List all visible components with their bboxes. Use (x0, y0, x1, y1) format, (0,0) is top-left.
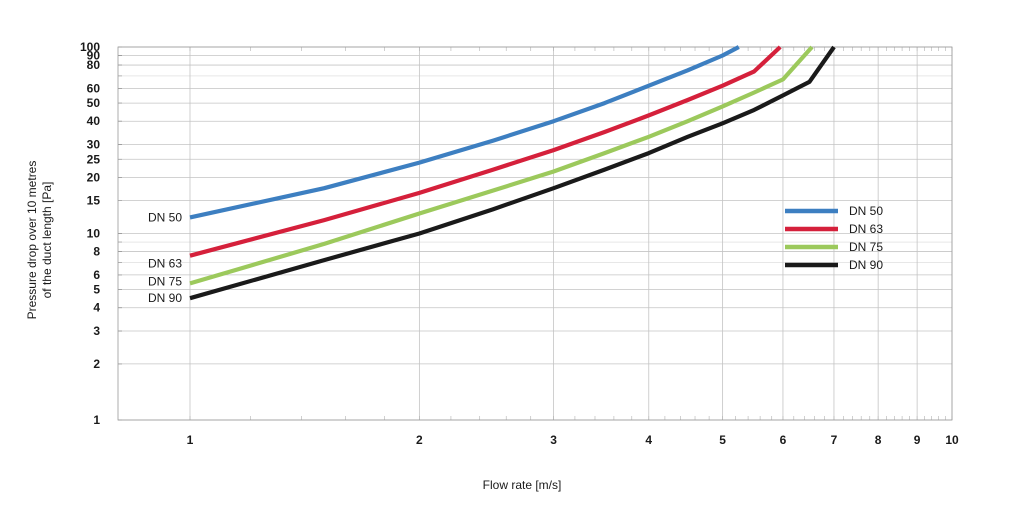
x-tick-label: 7 (831, 433, 838, 447)
y-tick-label: 50 (87, 96, 101, 110)
y-tick-label: 30 (87, 138, 101, 152)
series-label: DN 50 (148, 210, 182, 224)
plot-frame (117, 46, 953, 421)
legend-label: DN 63 (849, 222, 883, 236)
y-tick-label: 15 (87, 194, 101, 208)
y-tick-label: 6 (93, 268, 100, 282)
y-tick-label: 20 (87, 170, 101, 184)
series-label: DN 75 (148, 274, 182, 288)
y-tick-label: 60 (87, 81, 101, 95)
x-tick-label: 5 (719, 433, 726, 447)
series-label: DN 63 (148, 257, 182, 271)
y-tick-label: 5 (93, 283, 100, 297)
x-tick-label: 4 (645, 433, 652, 447)
y-tick-label: 80 (87, 58, 101, 72)
y-tick-label: 25 (87, 152, 101, 166)
series-line-3 (189, 45, 814, 286)
series-line-1 (189, 45, 740, 220)
x-tick-label: 6 (780, 433, 787, 447)
legend-label: DN 50 (849, 204, 883, 218)
series-line-2 (189, 45, 782, 258)
y-tick-label: 40 (87, 114, 101, 128)
series-line-4 (189, 45, 836, 301)
y-tick-label: 90 (87, 49, 101, 63)
x-tick-label: 8 (875, 433, 882, 447)
y-axis-title: of the duct length [Pa] (40, 182, 54, 299)
x-tick-label: 1 (187, 433, 194, 447)
x-axis-title: Flow rate [m/s] (483, 478, 562, 492)
y-tick-label: 10 (87, 227, 101, 241)
series-label: DN 90 (148, 291, 182, 305)
x-tick-label: 10 (945, 433, 959, 447)
y-tick-label: 2 (93, 357, 100, 371)
x-tick-label: 2 (416, 433, 423, 447)
y-tick-label: 3 (93, 324, 100, 338)
legend-label: DN 90 (849, 258, 883, 272)
x-tick-label: 9 (914, 433, 921, 447)
y-tick-label: 1 (93, 413, 100, 427)
legend-label: DN 75 (849, 240, 883, 254)
y-axis-title: Pressure drop over 10 metres (25, 161, 39, 320)
x-tick-label: 3 (550, 433, 557, 447)
y-tick-label: 100 (80, 40, 100, 54)
y-tick-label: 8 (93, 245, 100, 259)
y-tick-label: 4 (93, 301, 100, 315)
